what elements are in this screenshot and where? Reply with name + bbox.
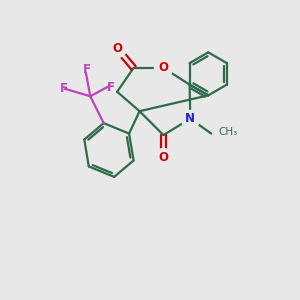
Text: N: N bbox=[185, 112, 195, 125]
Text: F: F bbox=[59, 82, 68, 95]
Text: O: O bbox=[158, 61, 168, 74]
Text: F: F bbox=[83, 63, 91, 76]
Text: O: O bbox=[112, 42, 122, 55]
Text: O: O bbox=[158, 151, 168, 164]
Text: F: F bbox=[107, 81, 115, 94]
Text: CH₃: CH₃ bbox=[219, 127, 238, 137]
